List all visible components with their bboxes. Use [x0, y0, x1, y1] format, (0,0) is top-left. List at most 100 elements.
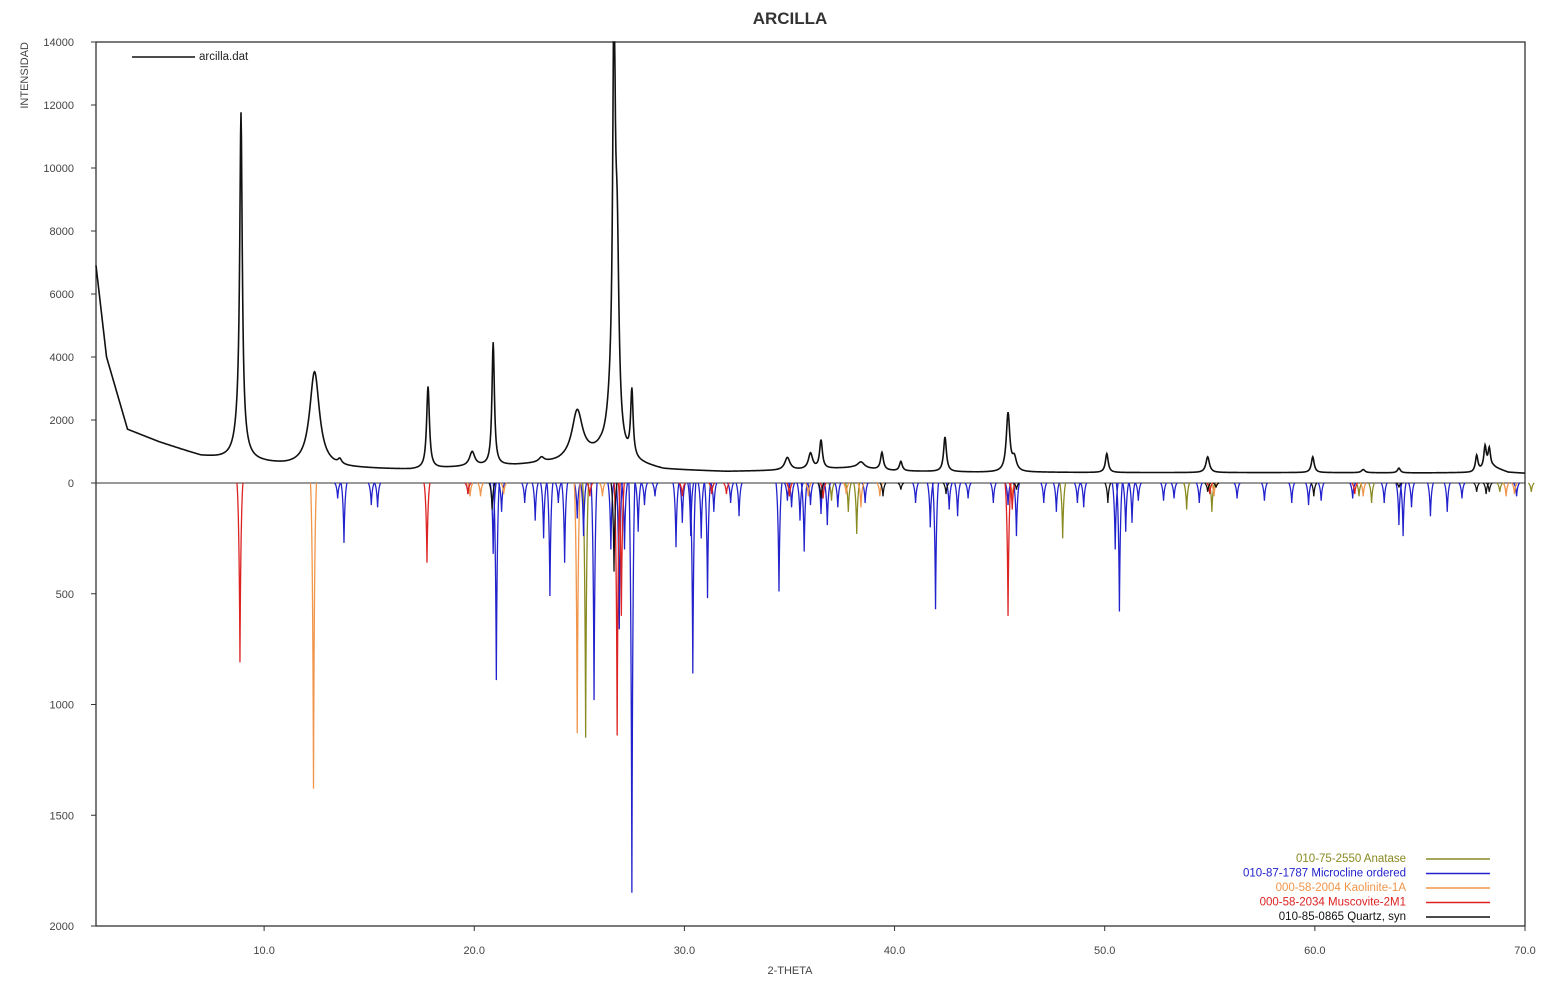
reference-peak [521, 482, 529, 503]
reference-peak [819, 482, 827, 499]
reference-peak [879, 482, 887, 497]
reference-peak [1349, 482, 1357, 499]
reference-peak [500, 482, 508, 495]
reference-peak [466, 482, 474, 497]
y-tick-label-upper: 10000 [43, 163, 74, 175]
x-tick-label: 20.0 [464, 945, 485, 957]
reference-peak [817, 482, 825, 499]
reference-peak [579, 482, 588, 537]
reference-peak [710, 482, 718, 512]
plot-frame [95, 41, 1526, 927]
reference-peak [678, 482, 686, 497]
reference-peak [464, 482, 472, 495]
reference-peak [340, 482, 348, 543]
reference-peak [775, 482, 783, 592]
reference-series-1 [334, 482, 1521, 893]
legend-label-reference: 010-85-0865 Quartz, syn [1279, 911, 1406, 923]
reference-peak [1080, 482, 1088, 508]
reference-peak [1008, 482, 1016, 510]
reference-peak [1059, 482, 1067, 539]
x-tick-label: 70.0 [1514, 945, 1535, 957]
y-tick-label-lower: 500 [56, 589, 74, 601]
reference-peak [1134, 482, 1142, 501]
reference-peak [834, 482, 842, 508]
reference-peak [586, 482, 594, 497]
reference-peak [573, 482, 581, 734]
measured-pattern [95, 41, 1526, 474]
reference-peak [651, 482, 659, 497]
tick-labels: 10.0 20.0 30.0 40.0 50.0 60.0 70.0 14000 12000 10… [43, 37, 1535, 957]
y-tick-label-upper: 4000 [50, 352, 74, 364]
reference-peak [497, 482, 506, 512]
reference-peak [844, 482, 852, 512]
reference-peak [931, 482, 940, 610]
reference-peak [1513, 482, 1521, 497]
reference-peak [1115, 482, 1124, 612]
reference-peak [610, 482, 618, 572]
reference-peak [806, 482, 815, 506]
reference-peak [1426, 482, 1435, 517]
reference-peak [1443, 482, 1451, 512]
reference-peak [236, 482, 244, 663]
legend-label-arcilla: arcilla.dat [199, 51, 249, 63]
reference-peak [1122, 482, 1130, 532]
reference-peak [1502, 482, 1510, 497]
reference-peak [1170, 482, 1178, 499]
reference-peak [615, 482, 623, 630]
reference-peak [697, 482, 705, 539]
reference-patterns [236, 482, 1535, 893]
legend-upper: arcilla.dat [132, 51, 249, 63]
y-tick-label-upper: 6000 [50, 289, 74, 301]
legend-label-reference: 010-87-1787 Microcline ordered [1243, 868, 1406, 880]
legend-label-reference: 000-58-2004 Kaolinite-1A [1276, 882, 1407, 894]
reference-peak [374, 482, 382, 508]
reference-peak [787, 482, 796, 508]
reference-peak [1310, 482, 1318, 497]
x-tick-label: 40.0 [884, 945, 905, 957]
reference-peak [703, 482, 712, 599]
reference-peak [722, 482, 730, 495]
y-tick-label-lower: 1000 [50, 700, 74, 712]
reference-peak [1458, 482, 1466, 499]
reference-peak [1317, 482, 1325, 501]
reference-peak [1380, 482, 1388, 503]
reference-peak [573, 482, 581, 519]
x-tick-label: 10.0 [253, 945, 274, 957]
reference-peak [1399, 482, 1407, 537]
reference-peak [964, 482, 972, 499]
reference-peak [785, 482, 793, 497]
reference-peak [1052, 482, 1060, 512]
reference-peak [1183, 482, 1191, 510]
legend-label-reference: 000-58-2034 Muscovite-2M1 [1260, 897, 1406, 909]
reference-peak [1195, 482, 1203, 503]
reference-peak [560, 482, 569, 563]
reference-peak [628, 482, 636, 893]
reference-peak [640, 482, 649, 506]
reference-peak [607, 482, 615, 550]
reference-peak [735, 482, 743, 517]
reference-series-3 [236, 482, 1359, 736]
reference-peak [1527, 482, 1535, 492]
reference-peak [1040, 482, 1048, 503]
reference-peak [1128, 482, 1136, 523]
y-tick-label-upper: 8000 [50, 226, 74, 238]
reference-peak [1212, 482, 1220, 488]
reference-peak [804, 482, 812, 497]
reference-peak [1206, 482, 1214, 495]
reference-peak [1351, 482, 1359, 495]
reference-peak [1208, 482, 1216, 512]
chart-title: ARCILLA [753, 9, 828, 28]
reference-peak [546, 482, 554, 596]
axes-frame [95, 41, 1526, 927]
reference-peak [634, 482, 642, 532]
reference-peak [598, 482, 606, 497]
reference-peak [800, 482, 808, 552]
x-tick-label: 50.0 [1094, 945, 1115, 957]
reference-peak [1473, 482, 1481, 492]
legend-label-reference: 010-75-2550 Anatase [1296, 853, 1406, 865]
reference-peak [1407, 482, 1416, 508]
reference-peak [672, 482, 680, 548]
reference-peak [1104, 482, 1112, 503]
reference-peak [492, 482, 500, 681]
